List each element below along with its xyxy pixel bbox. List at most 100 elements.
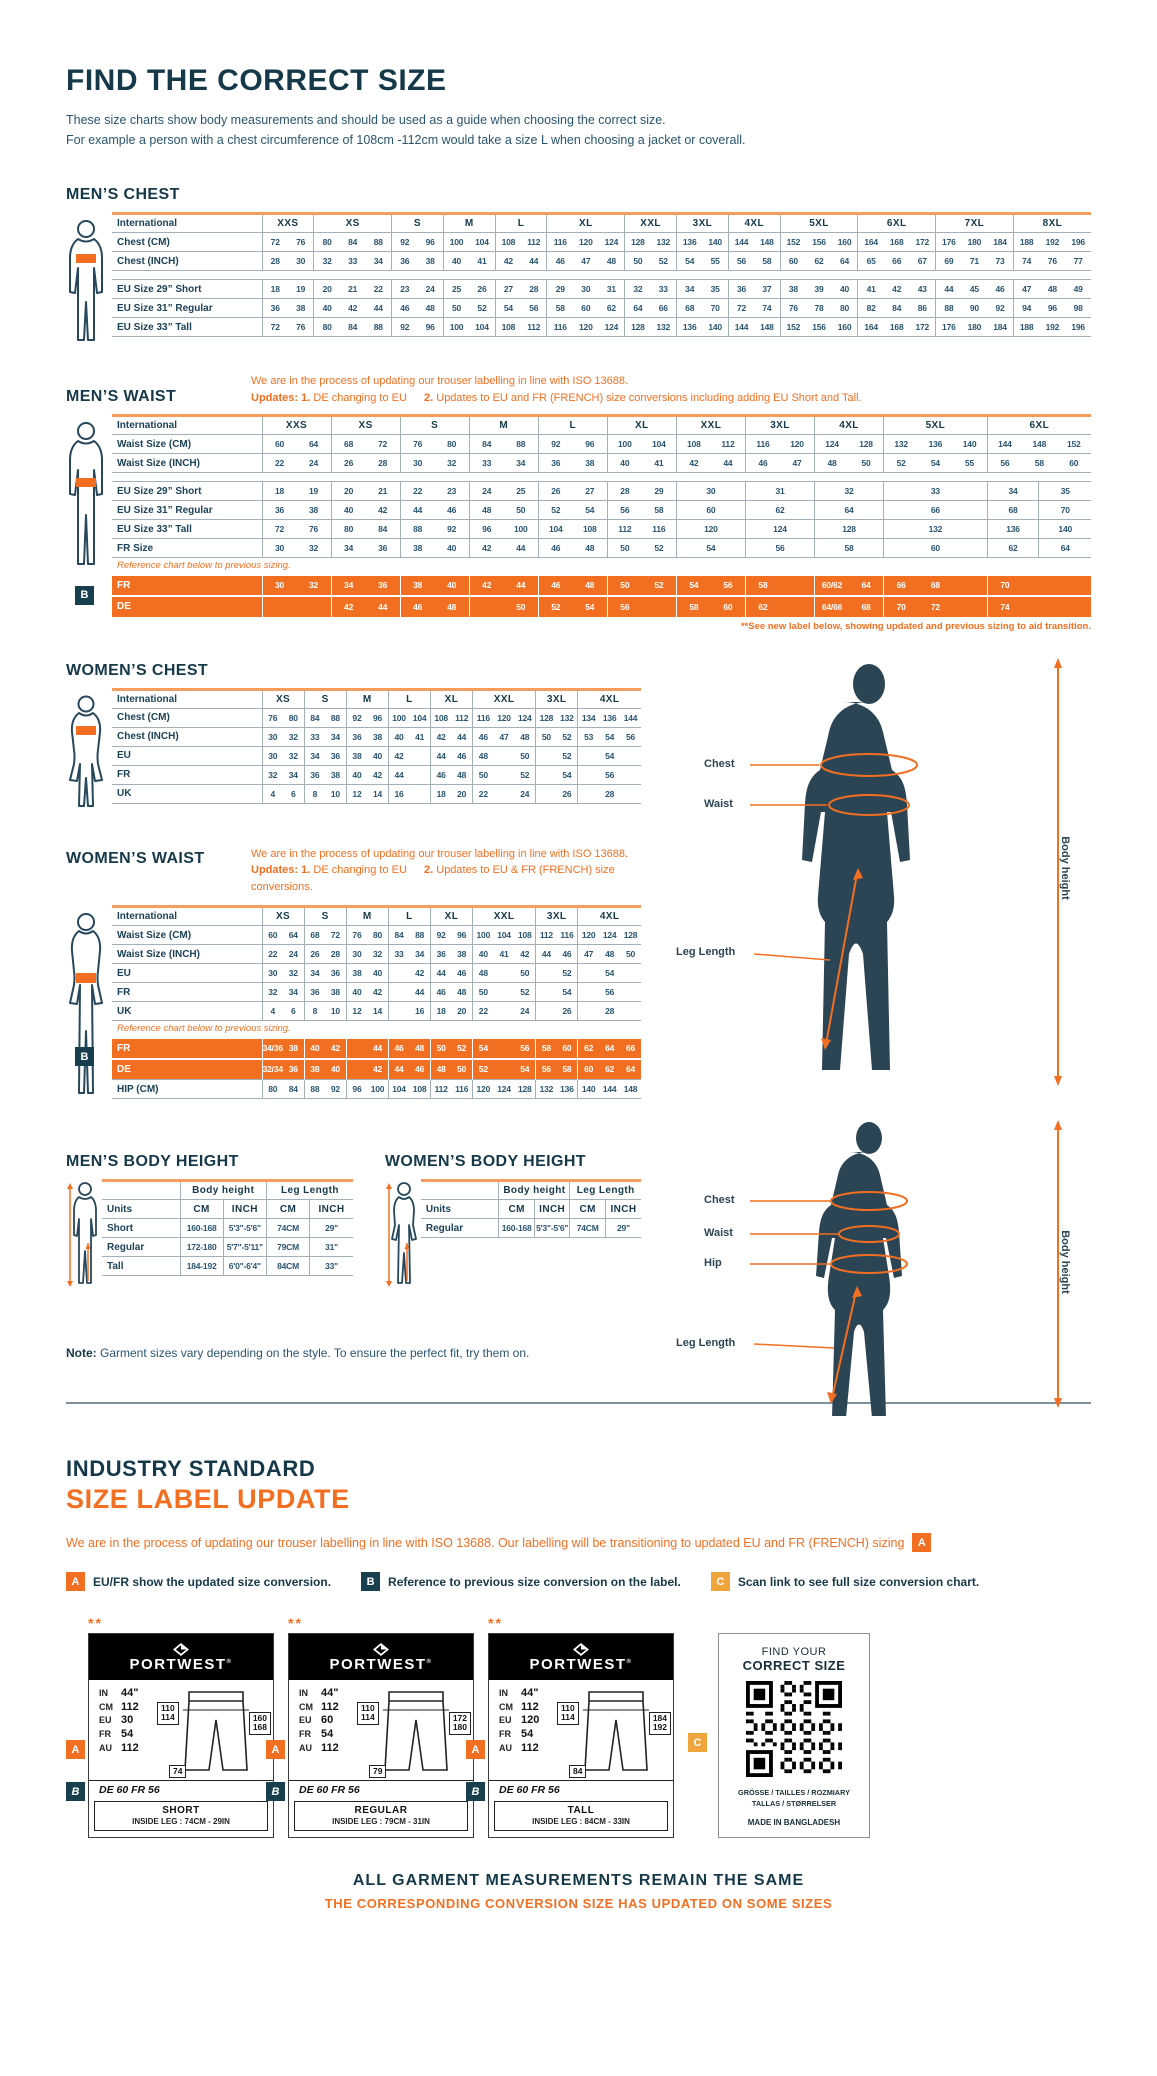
size-cell: 29"	[309, 1218, 353, 1238]
mens-waist-footnote: **See new label below, showing updated a…	[740, 620, 1091, 632]
size-cell: XS	[330, 415, 401, 435]
row-label: Waist Size (CM)	[112, 925, 262, 945]
size-cell: 128	[813, 519, 884, 539]
size-cell: L	[537, 415, 608, 435]
row-label	[420, 1180, 499, 1200]
badge-b: B	[66, 1782, 85, 1801]
mens-body-height-table: Body height Leg Length Units CM INCH CM INCH Sh…	[102, 1179, 353, 1276]
size-cell: 32 33	[624, 279, 677, 299]
spec-row: AU 112	[99, 1742, 139, 1755]
row-label: FR Size	[112, 538, 262, 558]
size-cell: 8XL	[1012, 213, 1091, 233]
label-update-intro: We are in the process of updating our tr…	[66, 1533, 1091, 1552]
size-cell: 46 48	[537, 573, 608, 596]
table-row: FR 30 32 34 36 38 40 42 44 46 48 50 52 54 56 58 60/62 64 6…	[112, 573, 1091, 596]
size-cell: 56	[577, 764, 641, 784]
size-cell: 3XL	[676, 213, 729, 233]
table-row: HIP (CM) 80 84 88 92 96 100 104 108 112 116 120 124 1…	[112, 1079, 641, 1099]
badge-c: C	[688, 1733, 707, 1752]
size-cell: 42	[345, 1057, 389, 1080]
size-cell: 60/62 64	[813, 573, 884, 596]
size-cell: 4XL	[813, 415, 884, 435]
size-cell: 30 32	[399, 453, 470, 473]
woman-measurement-figure: Chest Waist Hip Leg Length Body height	[654, 1116, 1091, 1418]
update-1-text: DE changing to EU	[313, 864, 407, 876]
size-cell: 46 48	[429, 982, 473, 1002]
size-cell: 92 96	[391, 317, 444, 337]
fit-box: REGULAR INSIDE LEG : 79CM - 31IN	[294, 1801, 468, 1831]
leg-measure-box: 84	[569, 1764, 587, 1778]
size-cell: 16	[387, 783, 431, 803]
size-cell: 52 54	[537, 594, 608, 617]
size-cell: 50 52	[624, 251, 677, 271]
table-row	[112, 270, 1091, 280]
spec-row: CM 112	[99, 1700, 139, 1713]
size-cell: 44	[387, 982, 431, 1002]
size-cell: 18 20	[429, 1001, 473, 1021]
size-cell: 28 30	[261, 251, 314, 271]
size-cell: Leg Length	[569, 1180, 641, 1200]
size-cell: INCH	[604, 1199, 641, 1219]
spec-row: EU 30	[99, 1714, 134, 1727]
size-cell: 44 46	[535, 944, 578, 964]
row-label	[102, 1180, 180, 1200]
size-cell: 70 72	[883, 594, 988, 617]
row-label: UK	[112, 783, 262, 803]
table-row: FR 32 34 36 38 40 42 44 46 48 50 52 54 56	[112, 764, 641, 784]
table-row: Waist Size (CM) 60 64 68 72 76 80 84 88 92 96 100 10…	[112, 925, 641, 945]
size-cell: 50 52	[606, 573, 677, 596]
table-row: Tall 184-192 6'0"-6'4" 84CM 33"	[102, 1256, 353, 1276]
female-figure-chest-icon	[69, 695, 103, 807]
update-2-num: 2.	[424, 864, 434, 876]
size-cell: 60	[883, 538, 988, 558]
size-cell: 12 14	[345, 783, 389, 803]
size-cell: 144 148	[727, 317, 781, 337]
size-cell: 144 148	[727, 232, 781, 252]
size-cell: 84 88	[303, 707, 347, 727]
row-label: Chest (INCH)	[112, 726, 262, 746]
size-cell: 28 29	[606, 481, 677, 501]
size-cell: 56 58	[727, 251, 781, 271]
size-cell: 40 42	[345, 982, 389, 1002]
size-cell: INCH	[222, 1199, 267, 1219]
size-cell: 42	[387, 963, 431, 983]
size-cell: 42 44	[330, 594, 401, 617]
man-measurement-figure: Chest Waist Leg Length Body height	[654, 652, 1091, 1104]
size-cell: 144 148 152	[986, 434, 1091, 454]
badge-a: A	[266, 1740, 285, 1759]
size-cell: 50 52	[535, 726, 578, 746]
size-cell: 56 58	[606, 500, 677, 520]
table-row: Body height Leg Length	[102, 1180, 353, 1200]
row-label: Waist Size (CM)	[112, 434, 262, 454]
portwest-logo: PORTWEST®	[289, 1634, 473, 1680]
size-cell: 100 104	[442, 232, 496, 252]
size-cell: 30 32	[261, 538, 332, 558]
section-title-womens-waist: WOMEN’S WAIST	[66, 849, 205, 867]
spec-row: CM 112	[299, 1700, 339, 1713]
woman-silhouette	[750, 1119, 1062, 1418]
trousers-diagram: 110 114 184 192 84	[557, 1686, 671, 1778]
row-label: DE	[112, 594, 262, 617]
size-cell: 112 116	[606, 519, 677, 539]
size-cell: 30 32	[261, 573, 332, 596]
table-row: Reference chart below to previous sizing…	[112, 557, 1091, 575]
size-cell: 50 52	[442, 298, 496, 318]
female-figure-waist-icon	[69, 913, 103, 1094]
size-cell: 38 40	[399, 573, 470, 596]
iso-note-line: We are in the process of updating our tr…	[251, 375, 629, 387]
table-row: UK 4 6 8 10 12 14 16 18 20 22 24 26 28	[112, 1001, 641, 1021]
size-cell: 33 34	[468, 453, 539, 473]
male-figure-chest-icon	[69, 220, 103, 341]
size-cell: 52	[535, 745, 578, 765]
womens-body-height-table: Body height Leg Length Units CM INCH CM INCH Re…	[420, 1179, 641, 1238]
hip-measure-box: 110 114	[557, 1702, 579, 1725]
final-statement-1: ALL GARMENT MEASUREMENTS REMAIN THE SAME	[352, 1872, 805, 1889]
section-size-label-update: INDUSTRY STANDARD SIZE LABEL UPDATE We a…	[66, 1456, 1091, 1911]
size-cell: 54 56	[471, 1036, 536, 1059]
size-cell: 58 60 62	[546, 298, 625, 318]
size-cell: 36 38	[391, 251, 444, 271]
size-cell: 54 56	[675, 573, 746, 596]
size-cell: 40 42	[303, 1036, 347, 1059]
size-cell: 184-192	[179, 1256, 224, 1276]
size-cell: 31	[744, 481, 815, 501]
